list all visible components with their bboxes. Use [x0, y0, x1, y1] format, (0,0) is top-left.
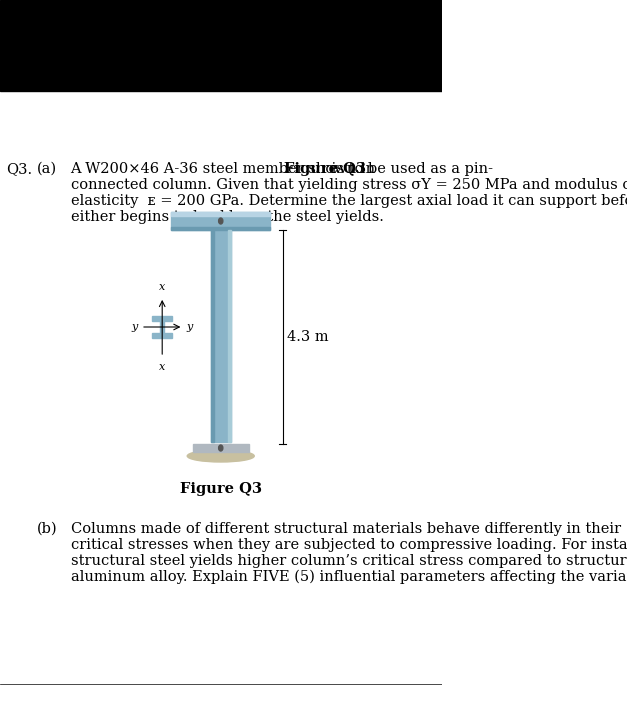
Text: Figure Q3: Figure Q3: [180, 482, 261, 496]
Bar: [171, 212, 270, 216]
Text: critical stresses when they are subjected to compressive loading. For instance,: critical stresses when they are subjecte…: [70, 538, 627, 552]
Bar: [211, 230, 231, 442]
Text: Figure Q3: Figure Q3: [284, 162, 366, 176]
Text: 4.3 m: 4.3 m: [287, 330, 329, 344]
Ellipse shape: [187, 450, 254, 462]
Bar: [152, 333, 172, 338]
Bar: [228, 230, 231, 442]
Text: Q3.: Q3.: [6, 162, 32, 176]
Text: either begins to buckle or the steel yields.: either begins to buckle or the steel yie…: [70, 210, 383, 224]
Circle shape: [219, 218, 223, 224]
Text: connected column. Given that yielding stress σY = 250 MPa and modulus of: connected column. Given that yielding st…: [70, 178, 627, 192]
Bar: [0, 0, 442, 91]
Bar: [171, 227, 270, 230]
Text: A W200×46 A-36 steel member shown in: A W200×46 A-36 steel member shown in: [70, 162, 380, 176]
Text: is to be used as a pin-: is to be used as a pin-: [327, 162, 493, 176]
Text: (a): (a): [36, 162, 57, 176]
Text: (b): (b): [36, 522, 57, 536]
Bar: [211, 230, 214, 442]
Text: elasticity  ᴇ = 200 GPa. Determine the largest axial load it can support before : elasticity ᴇ = 200 GPa. Determine the la…: [70, 194, 627, 208]
Text: aluminum alloy. Explain FIVE (5) influential parameters affecting the variation.: aluminum alloy. Explain FIVE (5) influen…: [70, 570, 627, 584]
Bar: [152, 316, 172, 321]
Text: x: x: [159, 282, 166, 292]
Bar: [161, 321, 164, 333]
Bar: [192, 444, 249, 452]
Text: y: y: [131, 322, 137, 332]
Bar: [171, 212, 270, 230]
Text: x: x: [159, 362, 166, 372]
Circle shape: [219, 445, 223, 451]
Text: y: y: [187, 322, 193, 332]
Text: Columns made of different structural materials behave differently in their: Columns made of different structural mat…: [70, 522, 621, 536]
Text: structural steel yields higher column’s critical stress compared to structural: structural steel yields higher column’s …: [70, 554, 627, 568]
